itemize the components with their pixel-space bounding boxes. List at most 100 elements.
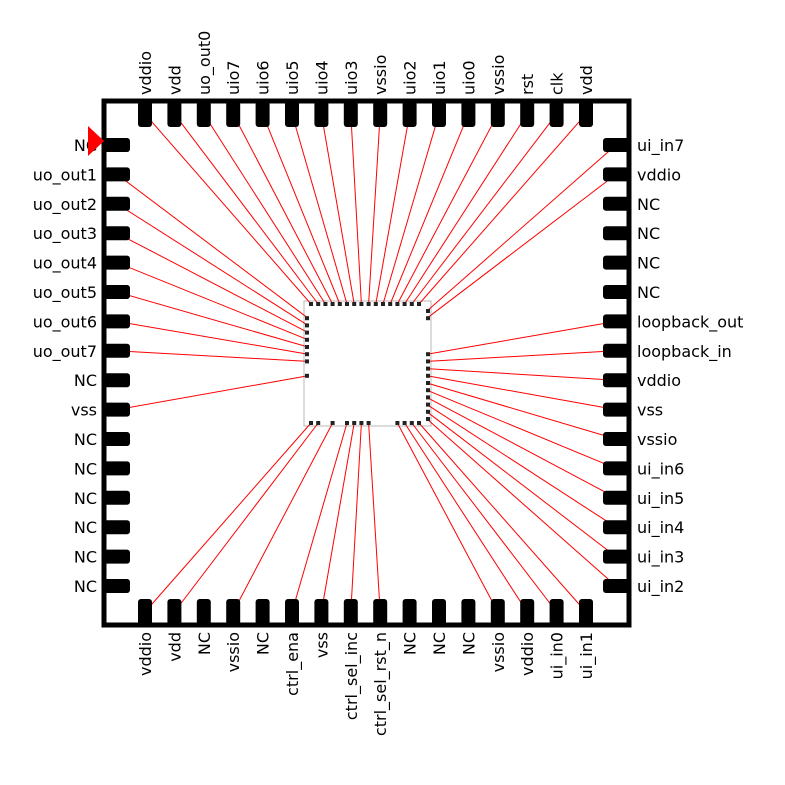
pad-right-2-vddio bbox=[603, 167, 629, 182]
pin-label-top-10: uio2 bbox=[401, 60, 420, 95]
pad-top-14-rst bbox=[520, 101, 535, 127]
die-pad-right-2 bbox=[426, 316, 430, 321]
pin-label-left-13: NC bbox=[74, 489, 97, 508]
pin-labels: NC uo_out1 uo_out2 uo_out3 uo_out4 uo_out5 uo_… bbox=[33, 31, 744, 736]
pin-label-top-13: vssio bbox=[489, 55, 508, 95]
pad-left-14-nc bbox=[104, 520, 130, 535]
pad-right-5-nc bbox=[603, 255, 629, 270]
pin-label-bottom-12: NC bbox=[459, 632, 478, 655]
bond-wire-top-7-uio4 bbox=[320, 113, 355, 305]
pin-label-top-12: uio0 bbox=[459, 60, 478, 95]
pad-top-12-uio0 bbox=[461, 101, 476, 127]
bond-wire-bottom-2-vdd bbox=[174, 422, 319, 613]
pad-bottom-6-ctrl-ena bbox=[285, 599, 299, 625]
die-pad-bottom-16 bbox=[417, 421, 421, 425]
pin-label-bottom-9: ctrl_sel_rst_n bbox=[371, 632, 391, 736]
pin-label-bottom-10: NC bbox=[401, 632, 420, 655]
die-pad-top-14 bbox=[402, 302, 407, 306]
bond-wire-top-4-uio7 bbox=[232, 113, 334, 305]
pad-left-5-uo-out4 bbox=[104, 255, 130, 270]
die-pad-bottom-14 bbox=[402, 421, 407, 425]
pad-left-11-nc bbox=[104, 432, 130, 446]
pad-right-7-loopback-out bbox=[603, 314, 629, 329]
bond-wire-left-4-uo-out3 bbox=[116, 232, 309, 334]
pin-label-top-1: vddio bbox=[136, 51, 155, 95]
bond-wire-right-2-vddio bbox=[426, 174, 617, 319]
die-pad-bottom-9 bbox=[366, 421, 371, 425]
die-pad-right-14 bbox=[426, 402, 430, 407]
bond-wire-bottom-8-ctrl-sel-inc bbox=[350, 422, 362, 613]
bond-wire-bottom-14-vddio bbox=[404, 422, 528, 613]
pin-label-top-11: uio1 bbox=[430, 60, 449, 95]
bond-wire-bottom-16-ui-in1 bbox=[418, 422, 587, 613]
bond-wires bbox=[116, 113, 617, 613]
die-pad-left-10 bbox=[305, 373, 309, 378]
die-pad-top-3 bbox=[323, 302, 328, 306]
pad-top-1-vddio bbox=[138, 101, 152, 127]
die-pad-left-7 bbox=[305, 352, 309, 357]
pad-left-1-nc bbox=[104, 138, 130, 152]
bond-wire-top-9-vssio bbox=[368, 113, 381, 305]
die-pad-top-12 bbox=[388, 302, 393, 306]
die-pad-left-3 bbox=[305, 323, 309, 328]
pad-top-11-uio1 bbox=[432, 101, 446, 127]
pad-bottom-1-vddio bbox=[138, 599, 152, 625]
die-pad-right-11 bbox=[426, 381, 430, 385]
bond-wire-top-10-uio2 bbox=[375, 113, 411, 305]
pin-label-bottom-14: vddio bbox=[518, 632, 537, 676]
pin-label-bottom-4: vssio bbox=[224, 632, 243, 672]
die-pad-bottom-1 bbox=[309, 421, 313, 425]
bond-wire-right-16-ui-in2 bbox=[426, 418, 617, 587]
bond-wire-bottom-6-ctrl-ena bbox=[291, 422, 348, 613]
pad-bottom-2-vdd bbox=[167, 599, 182, 625]
die-pad-bottom-15 bbox=[409, 421, 414, 425]
pad-left-10-vss bbox=[104, 402, 130, 417]
die-pad-top-8 bbox=[359, 302, 364, 306]
pin-label-right-11: vssio bbox=[637, 430, 677, 449]
pad-bottom-14-vddio bbox=[520, 599, 535, 625]
pin-label-right-8: loopback_in bbox=[637, 342, 732, 362]
pad-right-4-nc bbox=[603, 226, 629, 241]
bond-wire-left-7-uo-out6 bbox=[116, 320, 309, 355]
pin-label-top-6: uio5 bbox=[283, 60, 302, 95]
pad-right-8-loopback-in bbox=[603, 343, 629, 358]
pad-top-16-vdd bbox=[579, 101, 593, 127]
die-pad-left-6 bbox=[305, 345, 309, 349]
pin-label-left-6: uo_out5 bbox=[33, 283, 97, 303]
pin-label-left-5: uo_out4 bbox=[33, 254, 97, 274]
die-pad-top-16 bbox=[417, 302, 421, 306]
pad-right-16-ui-in2 bbox=[603, 579, 629, 593]
pad-right-3-nc bbox=[603, 196, 629, 211]
pin-label-right-13: ui_in5 bbox=[637, 489, 684, 509]
pad-left-15-nc bbox=[104, 549, 130, 564]
pad-bottom-3-nc bbox=[196, 599, 211, 625]
die-pad-top-11 bbox=[381, 302, 385, 306]
pin-label-left-3: uo_out2 bbox=[33, 195, 97, 215]
pin-label-right-12: ui_in6 bbox=[637, 459, 684, 479]
bond-wire-top-15-clk bbox=[411, 113, 557, 305]
pad-left-13-nc bbox=[104, 490, 130, 505]
pin-label-top-2: vdd bbox=[165, 65, 184, 95]
pad-left-4-uo-out3 bbox=[104, 226, 130, 241]
die-pad-top-10 bbox=[373, 302, 378, 306]
bond-wire-left-5-uo-out4 bbox=[116, 262, 309, 341]
pin-label-left-11: NC bbox=[74, 430, 97, 449]
die-pad-top-15 bbox=[409, 302, 414, 306]
bond-wire-top-16-vdd bbox=[418, 113, 587, 305]
bond-wire-left-3-uo-out2 bbox=[116, 203, 309, 326]
pin-label-bottom-8: ctrl_sel_inc bbox=[342, 632, 362, 720]
pad-top-8-uio3 bbox=[343, 101, 358, 127]
die-pad-right-15 bbox=[426, 409, 430, 414]
pad-top-9-vssio bbox=[373, 101, 388, 127]
bond-wire-right-15-ui-in3 bbox=[426, 411, 617, 557]
bond-wire-top-12-uio0 bbox=[389, 113, 469, 305]
pad-right-9-vddio bbox=[603, 373, 629, 388]
package-outline bbox=[101, 98, 632, 628]
bond-wire-bottom-1-vddio bbox=[144, 422, 312, 613]
bond-wire-bottom-9-ctrl-sel-rst-n bbox=[368, 422, 381, 613]
pin-label-right-10: vss bbox=[637, 401, 663, 420]
pin-label-right-7: loopback_out bbox=[637, 312, 743, 332]
pin-label-bottom-5: NC bbox=[254, 632, 273, 655]
die-pad-top-5 bbox=[337, 302, 342, 306]
die-pad-right-9 bbox=[426, 366, 430, 371]
